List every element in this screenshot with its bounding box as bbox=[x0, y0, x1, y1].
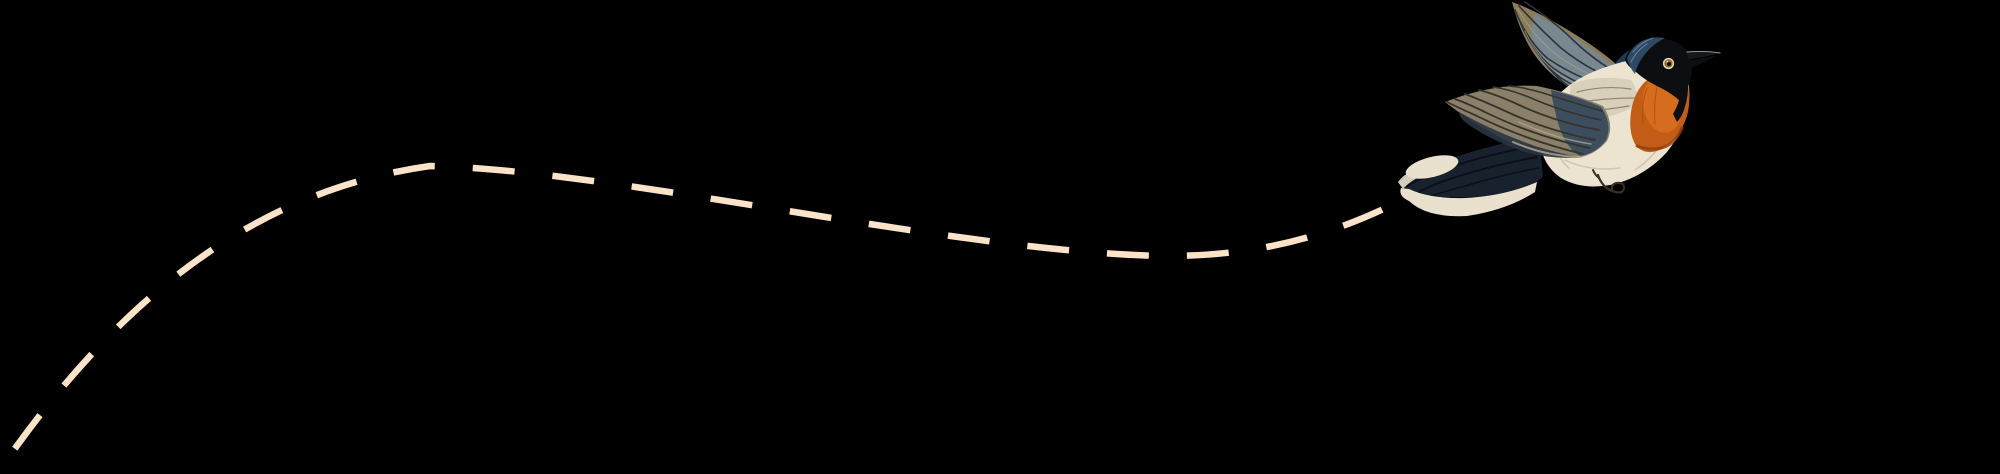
dashed-flight-path-icon bbox=[0, 162, 1396, 474]
eye-icon bbox=[1662, 57, 1675, 70]
bird-head bbox=[1625, 37, 1693, 122]
foot-icon bbox=[1592, 169, 1626, 194]
tail-icon bbox=[1398, 136, 1543, 217]
beak-icon bbox=[1686, 50, 1721, 68]
spread-wing-icon bbox=[1445, 85, 1611, 158]
swallow-bird-illustration bbox=[1398, 1, 1721, 217]
